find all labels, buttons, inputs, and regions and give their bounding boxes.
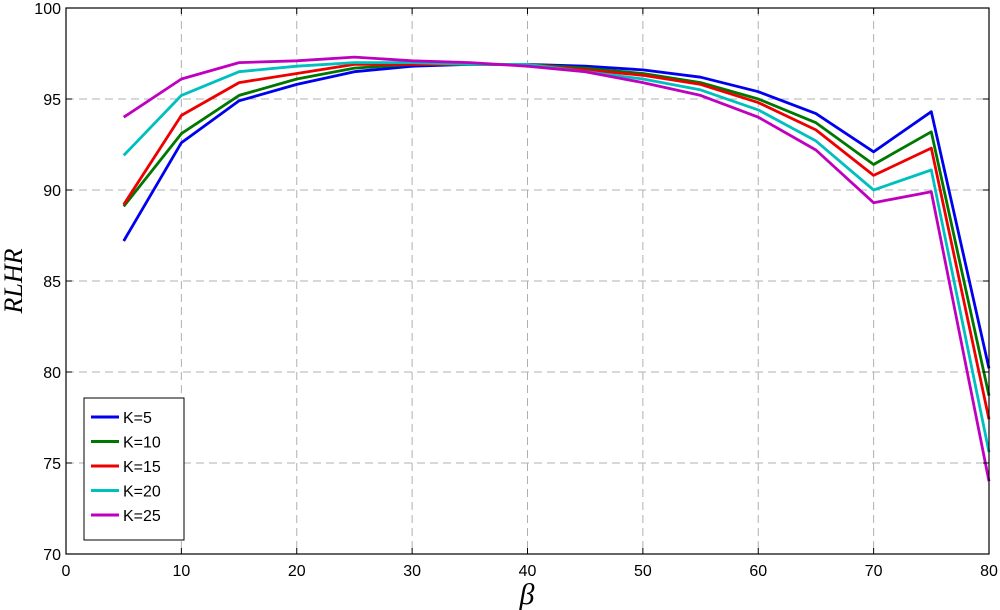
series-line-k10 <box>122 63 991 396</box>
x-axis-title: β <box>519 578 535 610</box>
series-lines <box>122 55 991 482</box>
series-line-k5 <box>122 63 991 369</box>
legend-label: K=15 <box>123 459 161 476</box>
y-tick-label: 100 <box>34 1 61 18</box>
x-tick-label: 50 <box>634 563 652 580</box>
series-line-k15 <box>122 63 991 420</box>
y-tick-label: 90 <box>43 183 61 200</box>
x-tick-label: 60 <box>749 563 767 580</box>
x-tick-label: 80 <box>980 563 998 580</box>
x-tick-label: 0 <box>62 563 71 580</box>
x-tick-label: 10 <box>172 563 190 580</box>
legend-label: K=5 <box>123 410 152 427</box>
y-tick-label: 95 <box>43 92 61 109</box>
y-axis-title: RLHR <box>0 248 28 314</box>
series-line-k20 <box>122 61 991 453</box>
legend-label: K=10 <box>123 435 161 452</box>
y-tick-labels: 70 75 80 85 90 95 100 <box>34 1 61 564</box>
legend-label: K=25 <box>123 508 161 525</box>
legend-label: K=20 <box>123 484 161 501</box>
series-line-k25 <box>122 55 991 482</box>
x-tick-label: 70 <box>865 563 883 580</box>
y-tick-label: 70 <box>43 547 61 564</box>
y-tick-label: 85 <box>43 274 61 291</box>
grid-lines <box>66 8 989 554</box>
x-tick-label: 20 <box>288 563 306 580</box>
y-tick-label: 80 <box>43 365 61 382</box>
y-tick-label: 75 <box>43 456 61 473</box>
axis-ticks <box>65 7 990 555</box>
legend: K=5 K=10 K=15 K=20 K=25 <box>83 397 185 541</box>
x-tick-labels: 0 10 20 30 40 50 60 70 80 <box>62 563 998 580</box>
x-tick-label: 30 <box>403 563 421 580</box>
x-tick-label: 40 <box>519 563 537 580</box>
